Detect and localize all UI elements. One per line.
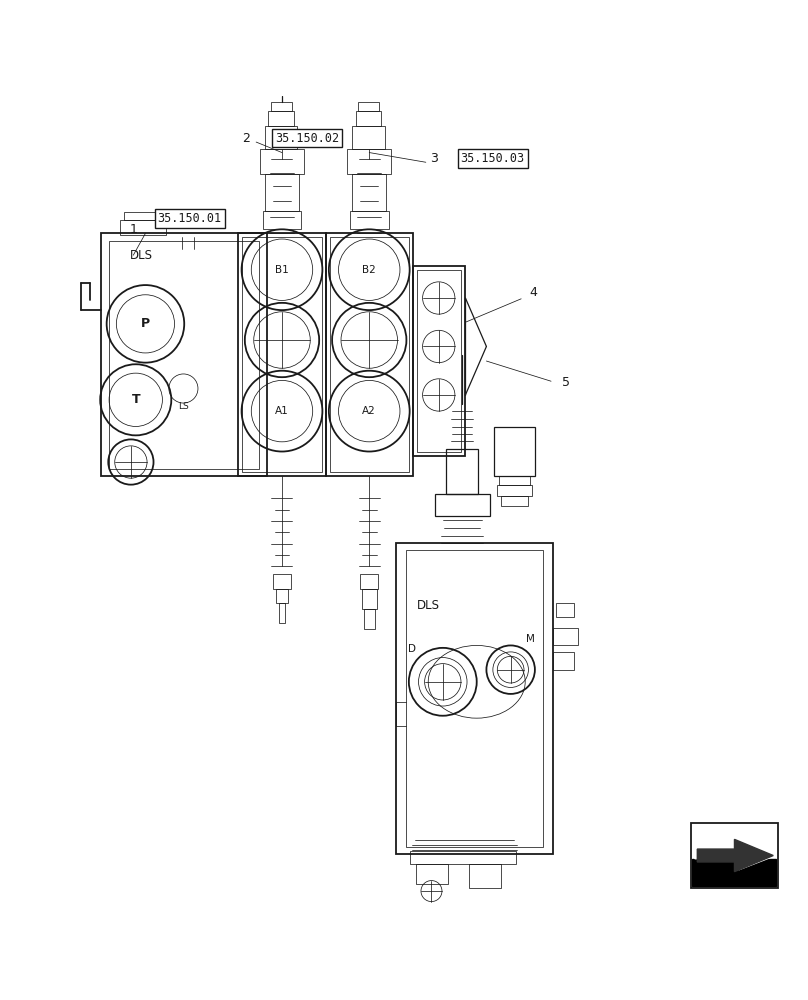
- Bar: [279, 603, 285, 623]
- Bar: [238, 233, 326, 476]
- Text: 35.150.01: 35.150.01: [158, 212, 221, 225]
- Polygon shape: [692, 859, 776, 886]
- Bar: [406, 550, 543, 847]
- Bar: [410, 851, 516, 864]
- Bar: [265, 174, 299, 211]
- Bar: [691, 823, 778, 888]
- Text: DLS: DLS: [417, 599, 440, 612]
- Text: 3: 3: [430, 152, 438, 165]
- Bar: [469, 864, 501, 888]
- Text: 35.150.03: 35.150.03: [461, 152, 524, 165]
- Bar: [352, 174, 386, 211]
- Bar: [413, 266, 465, 456]
- Bar: [356, 111, 381, 126]
- Bar: [416, 864, 448, 884]
- Polygon shape: [695, 841, 776, 870]
- Text: A2: A2: [362, 406, 377, 416]
- Bar: [268, 111, 294, 126]
- Bar: [124, 212, 162, 220]
- Bar: [109, 241, 259, 469]
- Bar: [350, 211, 389, 229]
- Bar: [347, 149, 391, 174]
- Bar: [360, 574, 378, 589]
- Text: T: T: [132, 393, 140, 406]
- Text: DLS: DLS: [130, 249, 153, 262]
- Bar: [364, 609, 375, 629]
- Text: 2: 2: [242, 132, 250, 145]
- Bar: [362, 589, 377, 609]
- Bar: [260, 149, 304, 174]
- Bar: [352, 126, 385, 149]
- Bar: [494, 427, 535, 476]
- Text: B1: B1: [275, 265, 289, 275]
- Bar: [271, 102, 292, 111]
- Bar: [396, 543, 553, 854]
- Polygon shape: [697, 839, 773, 872]
- Bar: [497, 485, 532, 496]
- Bar: [553, 628, 578, 645]
- Bar: [326, 233, 413, 476]
- Text: 4: 4: [529, 286, 537, 299]
- Text: M: M: [527, 634, 535, 644]
- Bar: [265, 126, 297, 149]
- Bar: [330, 237, 409, 472]
- Bar: [120, 220, 166, 235]
- Bar: [417, 270, 461, 452]
- Bar: [273, 574, 291, 589]
- Bar: [553, 652, 574, 670]
- Bar: [276, 589, 288, 603]
- Bar: [501, 496, 528, 506]
- Text: A1: A1: [275, 406, 289, 416]
- Text: 5: 5: [562, 376, 570, 389]
- Bar: [263, 211, 301, 229]
- Text: LS: LS: [178, 402, 189, 411]
- Bar: [499, 476, 530, 485]
- Text: P: P: [141, 317, 150, 330]
- Bar: [101, 233, 267, 476]
- Bar: [556, 603, 574, 617]
- Bar: [358, 102, 379, 111]
- Text: B2: B2: [362, 265, 377, 275]
- Text: D: D: [408, 644, 416, 654]
- Bar: [446, 449, 478, 494]
- Text: 1: 1: [129, 223, 137, 236]
- Bar: [435, 494, 490, 516]
- Text: 35.150.02: 35.150.02: [275, 132, 339, 145]
- Bar: [242, 237, 322, 472]
